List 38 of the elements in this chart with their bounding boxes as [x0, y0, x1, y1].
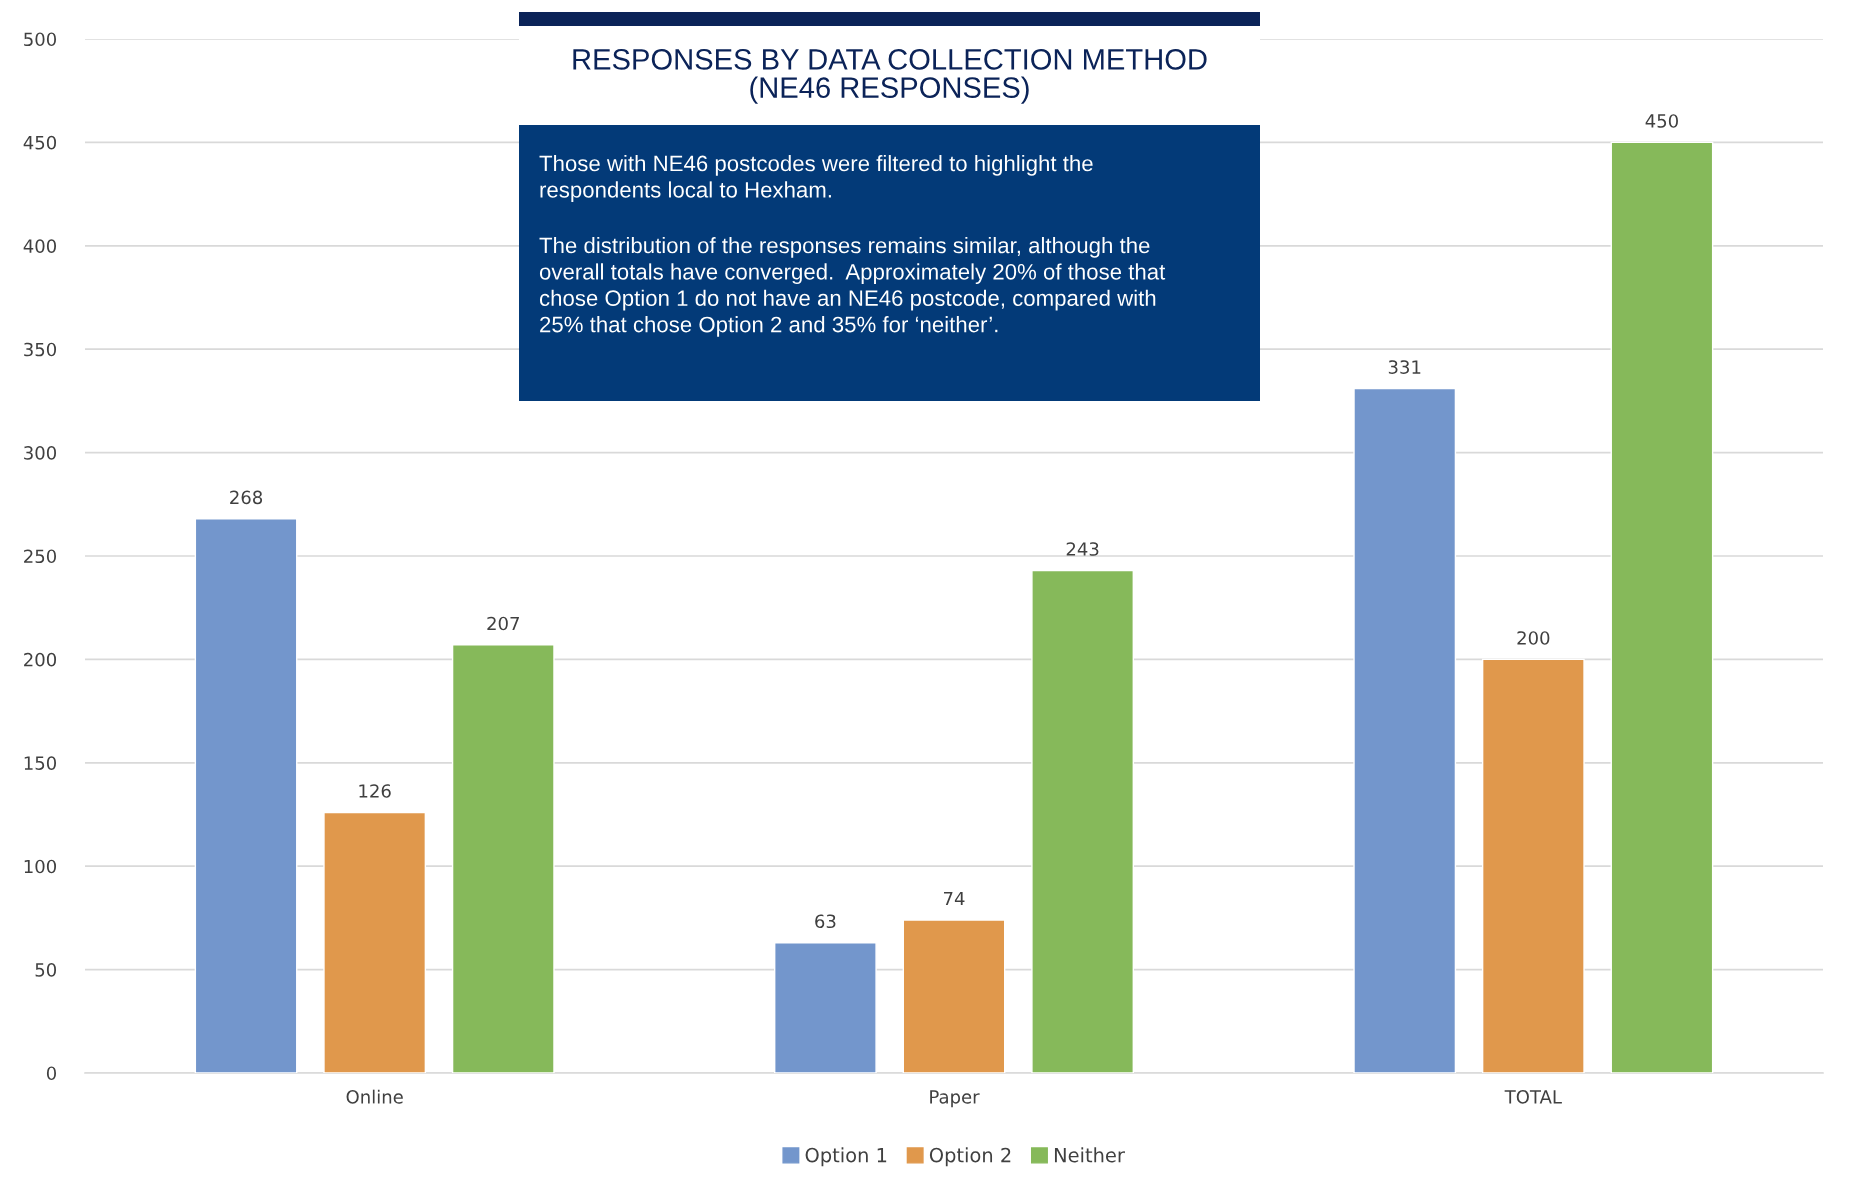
- data-label: 200: [1517, 631, 1550, 645]
- y-tick-label: 200: [24, 652, 57, 667]
- data-label: 243: [1066, 542, 1099, 556]
- legend-label: Neither: [1054, 1147, 1125, 1163]
- y-tick-label: 450: [23, 135, 57, 150]
- bar: [902, 919, 1006, 1073]
- legend-label: Option 1: [805, 1147, 887, 1167]
- bar: [1031, 569, 1134, 1073]
- annotation: Those with NE46 postcodes were filtered to highlight the respondents local to Hexham.: [539, 155, 1093, 203]
- annotation: The distribution of the responses remains similar, although the overall totals have converged. Approximately 20% of those that chose Option 1 do not have an NE46 postcode, compared with 25% that chose Option 2 and 35% for ‘neither’.: [539, 237, 1166, 337]
- data-label: 450: [1645, 114, 1678, 128]
- y-tick-label: 250: [24, 549, 57, 564]
- bar: [774, 942, 877, 1073]
- bar: [451, 644, 555, 1073]
- x-tick-label: Online: [346, 1089, 403, 1104]
- bar: [1610, 141, 1714, 1073]
- data-label: 126: [359, 784, 391, 798]
- x-tick-label: TOTAL: [1504, 1089, 1562, 1104]
- text: RESPONSES BY DATA COLLECTION METHOD (NE46 RESPONSES): [573, 49, 1207, 104]
- bar: [1481, 658, 1585, 1073]
- bar: [323, 811, 427, 1073]
- data-label: 74: [943, 891, 965, 906]
- y-tick-label: 500: [24, 32, 57, 47]
- data-label: 268: [230, 490, 263, 505]
- y-tick-label: 50: [35, 963, 57, 977]
- y-tick-label: 300: [24, 446, 57, 460]
- y-tick-label: 350: [24, 342, 57, 357]
- y-tick-label: 0: [46, 1066, 57, 1081]
- x-tick-label: Paper: [930, 1090, 980, 1108]
- y-tick-label: 150: [24, 756, 57, 770]
- bar: [194, 518, 298, 1073]
- data-label: 207: [487, 616, 519, 631]
- legend-label: Option 2: [929, 1147, 1011, 1167]
- data-label: 331: [1388, 360, 1421, 374]
- y-tick-label: 400: [23, 239, 57, 253]
- data-label: 63: [815, 914, 836, 929]
- bar: [1353, 387, 1457, 1073]
- y-tick-label: 100: [24, 859, 57, 874]
